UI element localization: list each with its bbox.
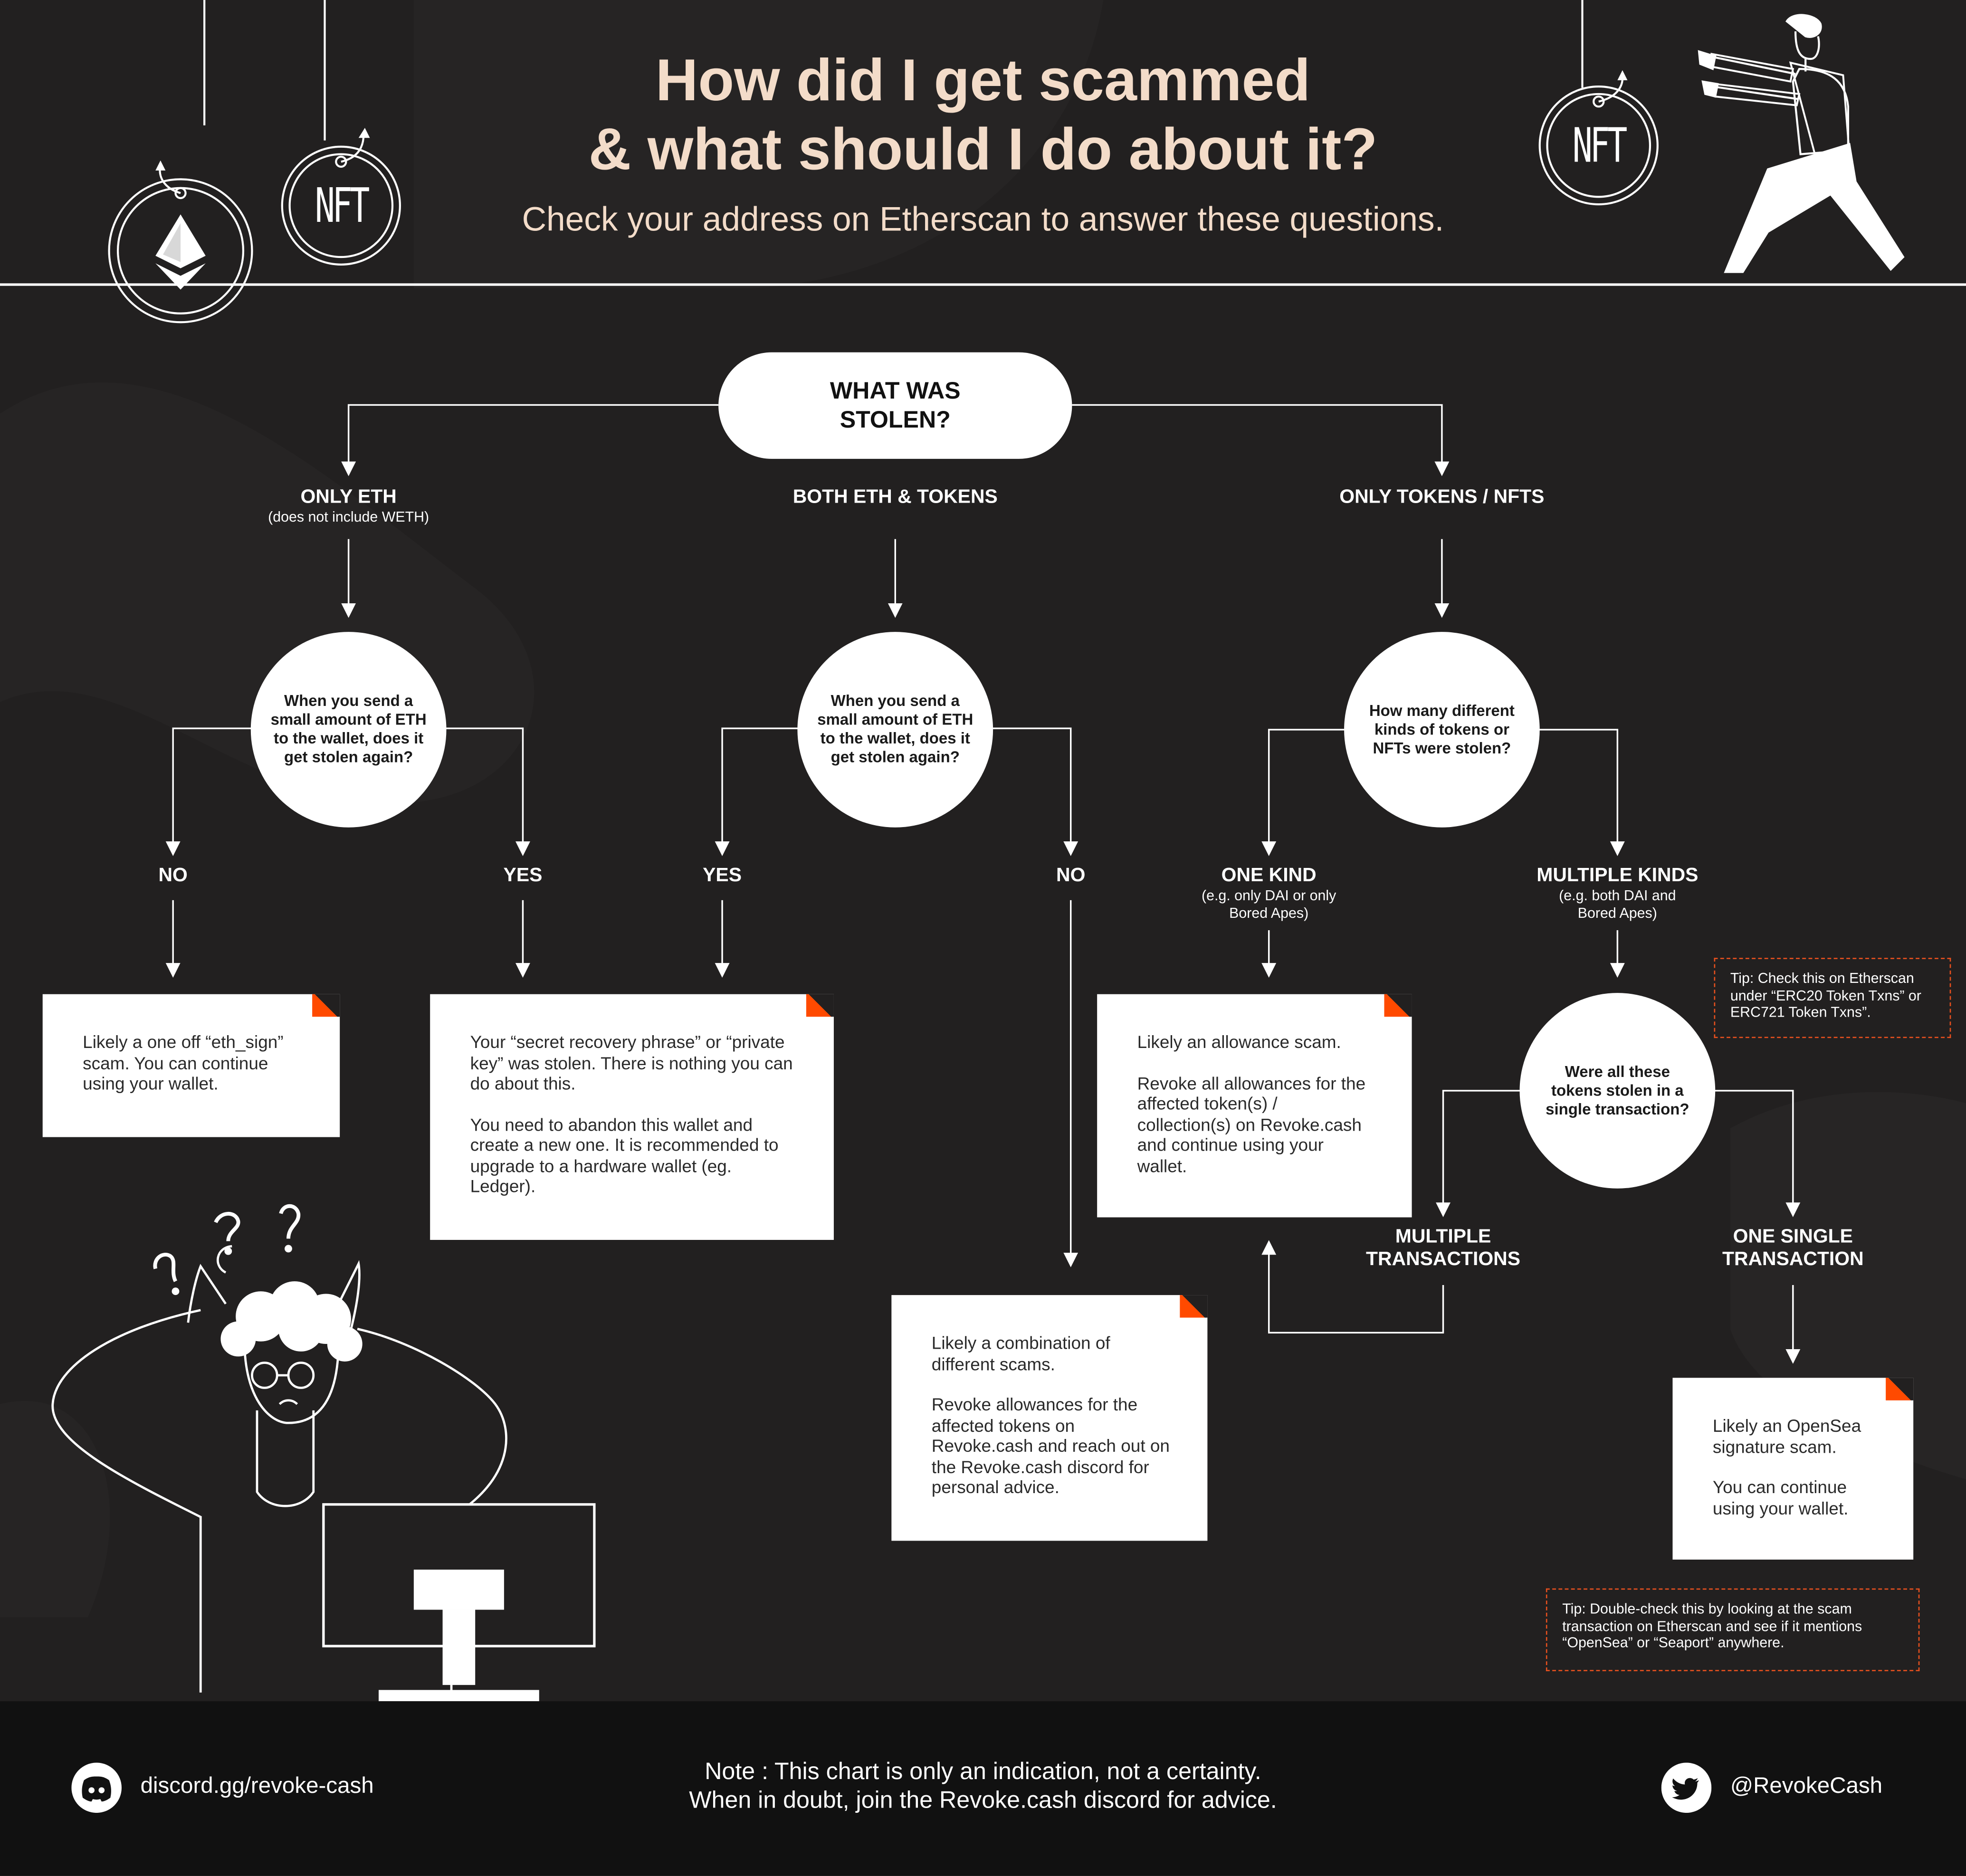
question-send-eth-mid: When you send a small amount of ETH to t… [797, 632, 993, 828]
walking-man-illustration [1698, 14, 1905, 273]
nft-badge-left: NFT [315, 178, 370, 233]
result-card-opensea: Likely an OpenSea signature scam. You ca… [1672, 1378, 1914, 1560]
card-fold-corner [312, 994, 340, 1017]
result-combination-text-2: Revoke allowances for the affected token… [931, 1394, 1170, 1497]
answer-one-kind-sub: (e.g. only DAI or only Bored Apes) [1201, 889, 1336, 922]
answer-multiple-transactions: MULTIPLE TRANSACTIONS [1366, 1226, 1520, 1270]
root-question-text: WHAT WAS STOLEN? [830, 378, 961, 433]
confused-person-illustration [51, 1204, 596, 1702]
tip-erc-token-txns: Tip: Check this on Etherscan under “ERC2… [1714, 958, 1951, 1038]
tip-seaport: Tip: Double-check this by looking at the… [1546, 1588, 1920, 1671]
branch-only-eth-label: ONLY ETH [300, 486, 397, 508]
result-seed-phrase-text-1: Your “secret recovery phrase” or “privat… [470, 1031, 793, 1094]
result-card-combination: Likely a combination of different scams.… [891, 1295, 1208, 1541]
answer-multiple-kinds-sub: (e.g. both DAI and Bored Apes) [1559, 889, 1676, 922]
result-opensea-text-1: Likely an OpenSea signature scam. [1712, 1415, 1861, 1457]
header-divider [0, 283, 1966, 286]
result-allowance-text-2: Revoke all allowances for the affected t… [1137, 1072, 1366, 1176]
footer [0, 1701, 1966, 1876]
discord-icon[interactable] [71, 1762, 122, 1813]
question-send-eth-left-text: When you send a small amount of ETH to t… [270, 692, 427, 766]
result-allowance-text-1: Likely an allowance scam. [1137, 1031, 1341, 1052]
result-card-allowance: Likely an allowance scam. Revoke all all… [1097, 994, 1412, 1218]
question-single-transaction-text: Were all these tokens stolen in a single… [1546, 1062, 1689, 1118]
answer-left-yes: YES [503, 865, 543, 886]
flow-connectors [165, 404, 1801, 1364]
answer-one-single-transaction: ONE SINGLE TRANSACTION [1722, 1226, 1864, 1270]
nft-badge-right: NFT [1572, 118, 1628, 173]
twitter-handle[interactable]: @RevokeCash [1730, 1772, 1883, 1798]
result-card-eth-sign: Likely a one off “eth_sign” scam. You ca… [42, 994, 340, 1137]
footer-note-line2: When in doubt, join the Revoke.cash disc… [689, 1788, 1277, 1814]
discord-link[interactable]: discord.gg/revoke-cash [140, 1772, 374, 1798]
question-how-many-kinds-text: How many different kinds of tokens or NF… [1369, 701, 1515, 757]
card-fold-corner [1180, 1295, 1208, 1318]
answer-mid-no: NO [1056, 865, 1086, 886]
page-subtitle: Check your address on Etherscan to answe… [522, 200, 1444, 238]
question-single-transaction: Were all these tokens stolen in a single… [1519, 993, 1716, 1189]
page-title-line1: How did I get scammed [655, 46, 1311, 113]
hanging-coins [108, 0, 1659, 324]
branch-only-tokens: ONLY TOKENS / NFTS [1339, 486, 1545, 508]
result-combination-text-1: Likely a combination of different scams. [931, 1333, 1110, 1374]
answer-left-no: NO [158, 865, 188, 886]
branch-both: BOTH ETH & TOKENS [792, 486, 998, 508]
root-question-what-was-stolen: WHAT WAS STOLEN? [718, 352, 1072, 459]
card-fold-corner [806, 994, 834, 1017]
answer-one-kind: ONE KIND (e.g. only DAI or only Bored Ap… [1169, 865, 1369, 923]
twitter-icon[interactable] [1661, 1762, 1712, 1813]
branch-only-eth: ONLY ETH (does not include WETH) [210, 486, 487, 526]
footer-note-line1: Note : This chart is only an indication,… [705, 1759, 1261, 1785]
answer-multiple-kinds: MULTIPLE KINDS (e.g. both DAI and Bored … [1505, 865, 1730, 923]
result-opensea-text-2: You can continue using your wallet. [1712, 1476, 1849, 1518]
answer-mid-yes: YES [703, 865, 742, 886]
card-fold-corner [1384, 994, 1412, 1017]
result-card-seed-phrase: Your “secret recovery phrase” or “privat… [430, 994, 834, 1240]
footer-note: Note : This chart is only an indication,… [481, 1758, 1484, 1815]
question-send-eth-left: When you send a small amount of ETH to t… [250, 632, 447, 828]
result-seed-phrase-text-2: You need to abandon this wallet and crea… [470, 1114, 779, 1196]
card-fold-corner [1886, 1378, 1914, 1400]
branch-only-eth-sub: (does not include WETH) [268, 510, 429, 525]
question-how-many-kinds: How many different kinds of tokens or NF… [1344, 632, 1540, 828]
answer-multiple-kinds-label: MULTIPLE KINDS [1537, 865, 1699, 886]
answer-one-kind-label: ONE KIND [1221, 865, 1317, 886]
question-send-eth-mid-text: When you send a small amount of ETH to t… [817, 692, 973, 766]
result-eth-sign-text: Likely a one off “eth_sign” scam. You ca… [83, 1031, 284, 1094]
page-title-line2: & what should I do about it? [588, 115, 1378, 182]
